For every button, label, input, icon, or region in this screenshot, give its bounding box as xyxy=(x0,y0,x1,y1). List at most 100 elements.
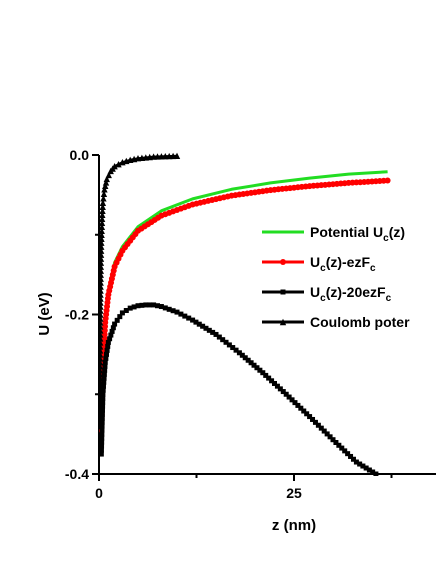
data-point-ezf20 xyxy=(266,375,272,381)
data-point-ezf20 xyxy=(213,331,219,337)
data-point-ezf20 xyxy=(223,339,229,345)
data-point-ezf20 xyxy=(248,360,254,366)
data-point-coulomb xyxy=(99,239,105,246)
legend-item-ezf: Uc(z)-ezFc xyxy=(262,254,376,274)
legend-label-potential: Potential Uc(z) xyxy=(310,224,405,244)
series-coulomb xyxy=(99,152,181,430)
data-point-ezf20 xyxy=(363,465,369,471)
data-point-ezf20 xyxy=(236,350,242,356)
series-ezf20 xyxy=(99,302,379,476)
data-point-ezf20 xyxy=(245,357,251,363)
data-point-ezf20 xyxy=(100,383,106,389)
data-point-coulomb xyxy=(99,211,106,219)
data-point-coulomb xyxy=(100,190,108,198)
data-point-ezf20 xyxy=(286,394,292,400)
data-point-ezf20 xyxy=(360,463,366,469)
data-point-ezf20 xyxy=(342,448,348,454)
data-point-ezf20 xyxy=(339,445,345,451)
x-axis-label: z (nm) xyxy=(272,517,316,534)
data-point-ezf20 xyxy=(357,461,363,467)
data-point-ezf20 xyxy=(166,306,172,312)
data-point-ezf20 xyxy=(112,321,118,327)
y-tick-label: 0.0 xyxy=(70,147,90,163)
y-tick-label: -0.2 xyxy=(65,307,89,323)
data-point-ezf20 xyxy=(147,302,153,308)
data-point-ezf20 xyxy=(230,345,236,351)
data-point-ezf20 xyxy=(127,305,133,311)
data-point-ezf20 xyxy=(110,325,116,331)
data-point-ezf20 xyxy=(186,315,192,321)
legend-marker-ezf20 xyxy=(280,289,286,295)
x-tick-label: 25 xyxy=(286,485,302,501)
data-point-ezf20 xyxy=(269,378,275,384)
data-point-ezf20 xyxy=(307,414,313,420)
data-point-ezf20 xyxy=(304,411,310,417)
data-point-ezf20 xyxy=(327,434,333,440)
data-point-ezf20 xyxy=(151,302,157,308)
data-point-ezf20 xyxy=(99,407,105,413)
data-point-coulomb xyxy=(99,227,105,234)
data-point-ezf20 xyxy=(99,423,105,429)
data-point-ezf20 xyxy=(310,416,316,422)
data-point-ezf20 xyxy=(203,325,209,331)
data-point-ezf20 xyxy=(99,431,105,437)
data-point-ezf20 xyxy=(178,311,184,317)
data-point-ezf xyxy=(384,177,391,184)
legend-marker-ezf xyxy=(280,259,286,265)
data-point-ezf20 xyxy=(289,397,295,403)
legend-label-ezf20: Uc(z)-20ezFc xyxy=(310,284,392,304)
data-point-ezf20 xyxy=(101,371,107,377)
data-point-ezf20 xyxy=(260,370,266,376)
data-point-ezf20 xyxy=(200,323,206,329)
data-point-ezf20 xyxy=(336,442,342,448)
data-point-coulomb xyxy=(99,235,105,242)
data-point-coulomb xyxy=(101,186,108,193)
data-point-ezf20 xyxy=(123,308,129,314)
legend-item-coulomb: Coulomb poter xyxy=(262,314,410,330)
data-point-ezf20 xyxy=(280,389,286,395)
data-point-ezf20 xyxy=(353,459,359,465)
data-point-ezf20 xyxy=(100,403,106,409)
y-ticks: 0.0 -0.2 -0.4 xyxy=(65,147,99,482)
data-point-ezf20 xyxy=(174,309,180,315)
data-point-ezf20 xyxy=(100,395,106,401)
data-point-ezf20 xyxy=(206,327,212,333)
data-point-ezf20 xyxy=(101,375,107,381)
data-point-coulomb xyxy=(103,175,110,183)
y-tick-label: -0.4 xyxy=(65,466,89,482)
data-point-coulomb xyxy=(173,152,181,159)
data-point-ezf20 xyxy=(321,428,327,434)
data-point-ezf20 xyxy=(220,337,226,343)
legend: Potential Uc(z) Uc(z)-ezFc Uc(z)-20ezFc Cou… xyxy=(262,224,410,330)
data-point-coulomb xyxy=(99,203,106,211)
y-axis-label: U (eV) xyxy=(36,292,53,335)
data-point-ezf20 xyxy=(239,352,245,358)
data-point-ezf20 xyxy=(370,469,376,475)
data-point-ezf20 xyxy=(103,355,109,361)
data-point-ezf20 xyxy=(254,365,260,371)
data-point-ezf20 xyxy=(318,425,324,431)
data-point-ezf20 xyxy=(100,391,106,397)
data-point-ezf20 xyxy=(190,317,196,323)
data-point-ezf20 xyxy=(102,363,108,369)
data-point-coulomb xyxy=(99,231,105,238)
data-point-coulomb xyxy=(99,243,105,250)
data-point-ezf20 xyxy=(139,302,145,308)
data-point-ezf20 xyxy=(103,351,109,357)
data-point-ezf20 xyxy=(272,380,277,386)
data-point-ezf20 xyxy=(330,437,336,443)
data-point-coulomb xyxy=(102,179,110,186)
data-point-ezf20 xyxy=(193,319,199,325)
data-point-coulomb xyxy=(99,219,106,226)
data-point-ezf20 xyxy=(99,439,105,445)
data-point-ezf20 xyxy=(162,305,168,311)
legend-item-ezf20: Uc(z)-20ezFc xyxy=(262,284,392,304)
data-point-ezf20 xyxy=(210,329,216,335)
legend-label-coulomb: Coulomb poter xyxy=(310,314,410,330)
data-point-ezf20 xyxy=(263,372,269,378)
data-point-ezf20 xyxy=(155,303,160,309)
data-point-ezf20 xyxy=(301,408,307,414)
data-point-ezf20 xyxy=(114,317,120,323)
x-ticks: 0 25 xyxy=(95,474,393,501)
data-point-coulomb xyxy=(99,215,106,222)
